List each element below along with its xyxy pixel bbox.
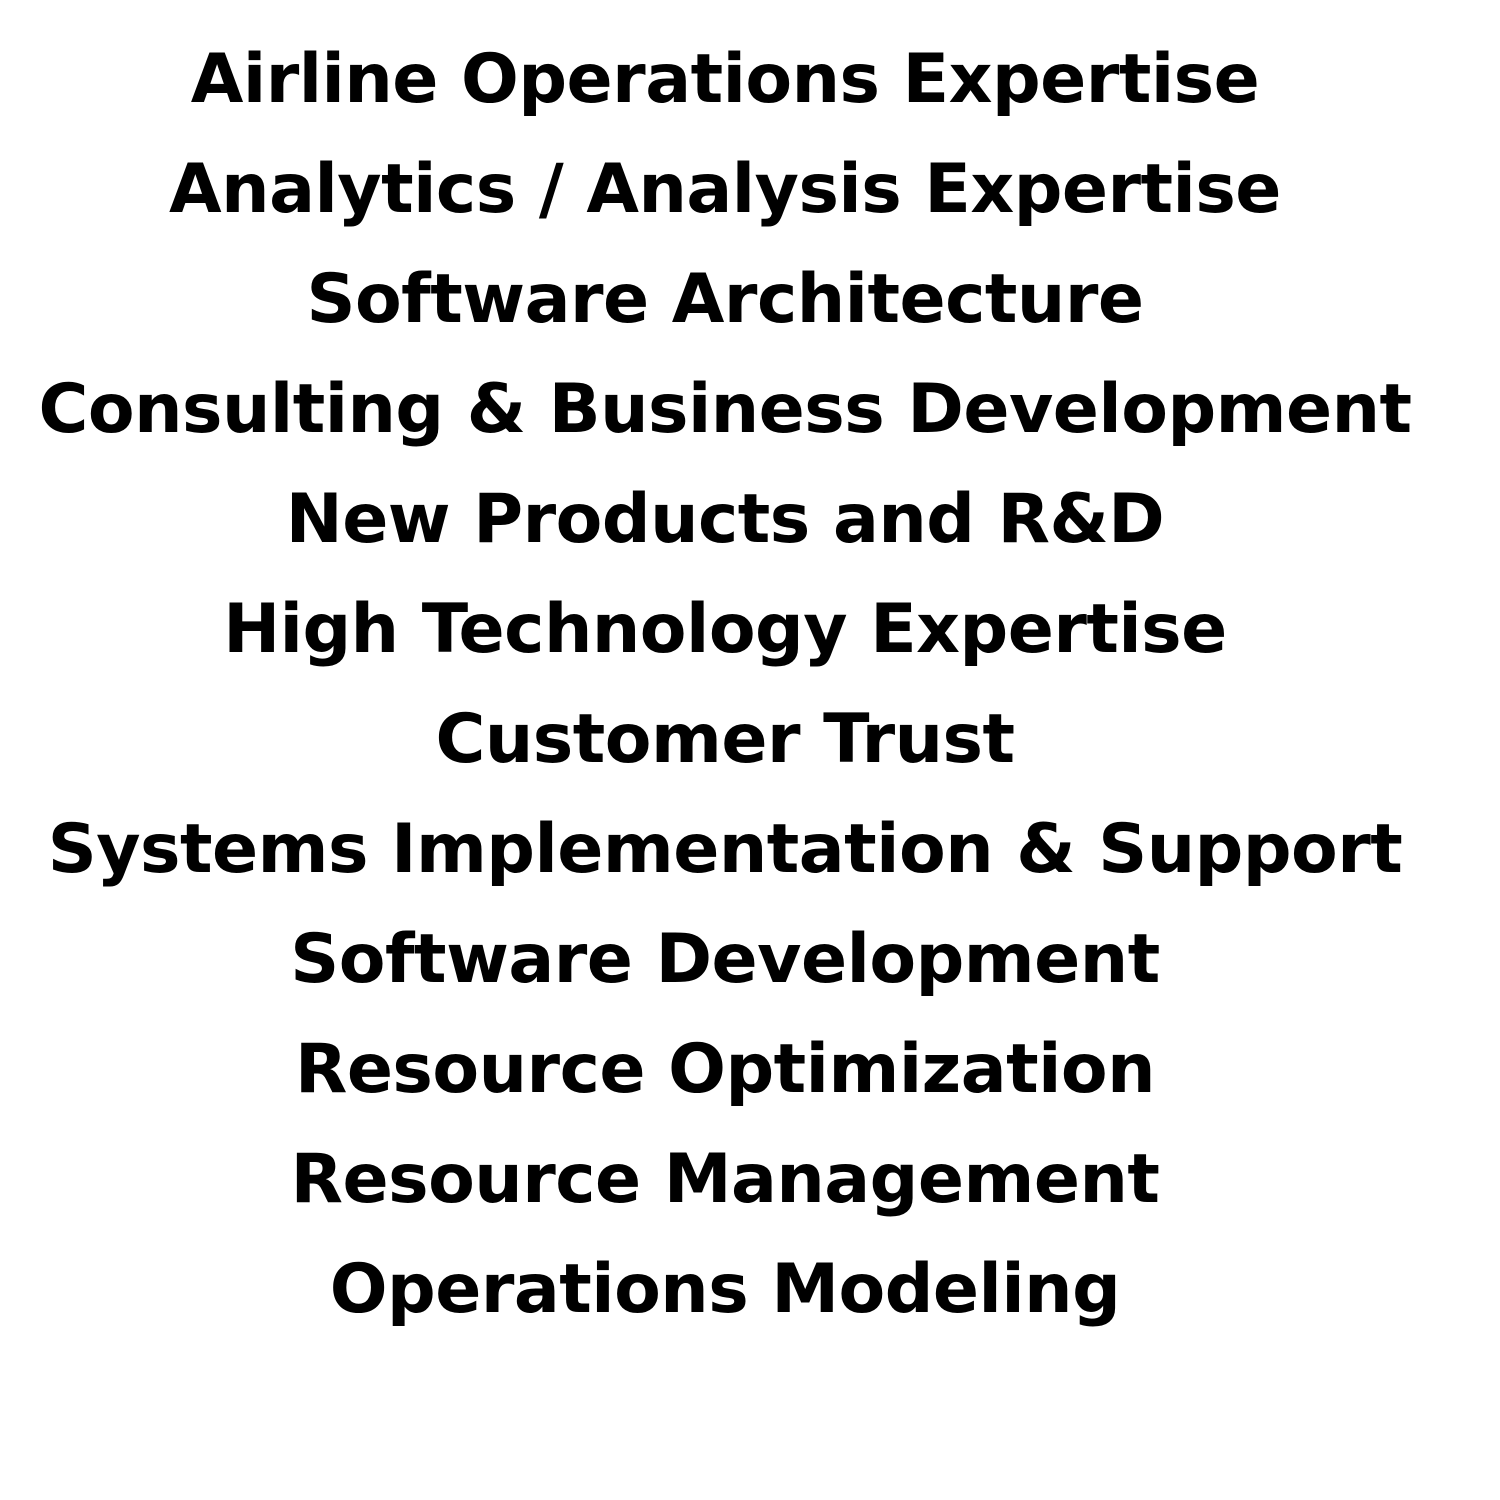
list-item-software-architecture: Software Architecture: [306, 260, 1144, 339]
list-item-consulting-business-development: Consulting & Business Development: [38, 370, 1412, 449]
list-item-high-technology-expertise: High Technology Expertise: [223, 590, 1227, 669]
list-item-systems-implementation-support: Systems Implementation & Support: [47, 810, 1403, 889]
expertise-list: Airline Operations Expertise Analytics /…: [0, 25, 1450, 1345]
list-item-new-products-rd: New Products and R&D: [285, 480, 1165, 559]
list-item-airline-operations-expertise: Airline Operations Expertise: [190, 40, 1260, 119]
list-item-resource-optimization: Resource Optimization: [294, 1030, 1156, 1109]
list-item-operations-modeling: Operations Modeling: [329, 1250, 1121, 1329]
list-item-customer-trust: Customer Trust: [435, 700, 1015, 779]
list-item-resource-management: Resource Management: [290, 1140, 1160, 1219]
list-item-analytics-analysis-expertise: Analytics / Analysis Expertise: [169, 150, 1281, 229]
list-item-software-development: Software Development: [290, 920, 1160, 999]
